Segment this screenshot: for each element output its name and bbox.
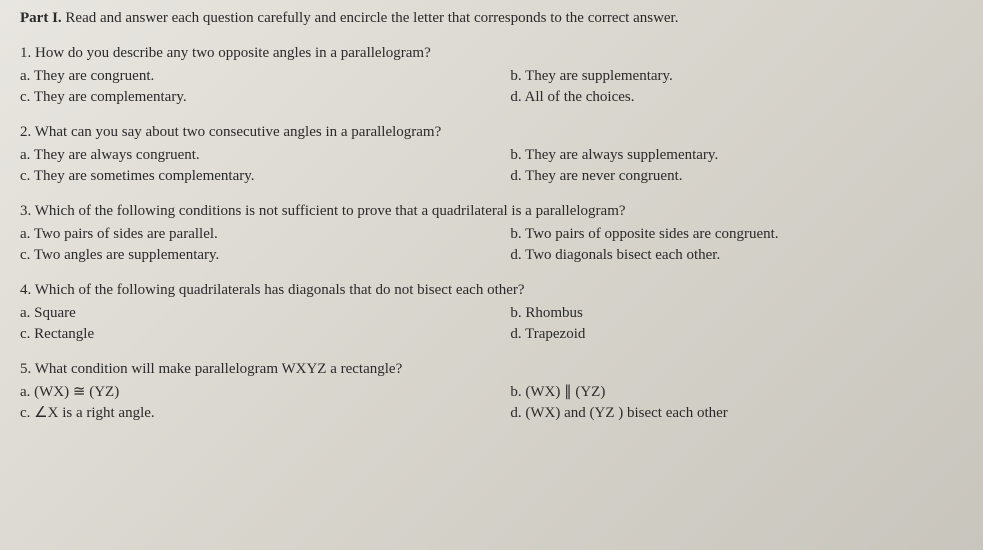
choice-5a: a. (WX) ≅ (YZ) <box>20 382 510 403</box>
question-3-row2: c. Two angles are supplementary. d. Two … <box>20 245 963 266</box>
choice-2d: d. They are never congruent. <box>510 166 963 187</box>
question-5: 5. What condition will make parallelogra… <box>20 359 963 424</box>
choice-1a: a. They are congruent. <box>20 66 510 87</box>
question-3-text: 3. Which of the following conditions is … <box>20 201 963 222</box>
question-2-choices: a. They are always congruent. b. They ar… <box>20 145 963 187</box>
instructions-text: Read and answer each question carefully … <box>62 10 679 26</box>
choice-1b: b. They are supplementary. <box>510 66 963 87</box>
choice-4c: c. Rectangle <box>20 324 510 345</box>
choice-1c: c. They are complementary. <box>20 87 510 108</box>
part-label: Part I. <box>20 10 62 26</box>
choice-5c: c. ∠X is a right angle. <box>20 403 510 424</box>
question-1: 1. How do you describe any two opposite … <box>20 43 963 108</box>
question-1-text: 1. How do you describe any two opposite … <box>20 43 963 64</box>
question-3: 3. Which of the following conditions is … <box>20 201 963 266</box>
choice-5b: b. (WX) ∥ (YZ) <box>510 382 963 403</box>
question-4-text: 4. Which of the following quadrilaterals… <box>20 280 963 301</box>
question-3-row1: a. Two pairs of sides are parallel. b. T… <box>20 224 963 245</box>
choice-3c: c. Two angles are supplementary. <box>20 245 510 266</box>
question-5-text: 5. What condition will make parallelogra… <box>20 359 963 380</box>
choice-2c: c. They are sometimes complementary. <box>20 166 510 187</box>
question-1-choices: a. They are congruent. b. They are suppl… <box>20 66 963 108</box>
choice-4a: a. Square <box>20 303 510 324</box>
choice-3b: b. Two pairs of opposite sides are congr… <box>510 224 963 245</box>
question-5-choices: a. (WX) ≅ (YZ) b. (WX) ∥ (YZ) c. ∠X is a… <box>20 382 963 424</box>
choice-3d: d. Two diagonals bisect each other. <box>510 245 963 266</box>
question-4: 4. Which of the following quadrilaterals… <box>20 280 963 345</box>
question-4-choices: a. Square b. Rhombus c. Rectangle d. Tra… <box>20 303 963 345</box>
choice-5d: d. (WX) and (YZ ) bisect each other <box>510 403 963 424</box>
choice-4d: d. Trapezoid <box>510 324 963 345</box>
choice-2a: a. They are always congruent. <box>20 145 510 166</box>
choice-2b: b. They are always supplementary. <box>510 145 963 166</box>
part-header: Part I. Read and answer each question ca… <box>20 8 963 29</box>
choice-4b: b. Rhombus <box>510 303 963 324</box>
question-2-text: 2. What can you say about two consecutiv… <box>20 122 963 143</box>
choice-1d: d. All of the choices. <box>510 87 963 108</box>
choice-3a: a. Two pairs of sides are parallel. <box>20 224 510 245</box>
question-2: 2. What can you say about two consecutiv… <box>20 122 963 187</box>
